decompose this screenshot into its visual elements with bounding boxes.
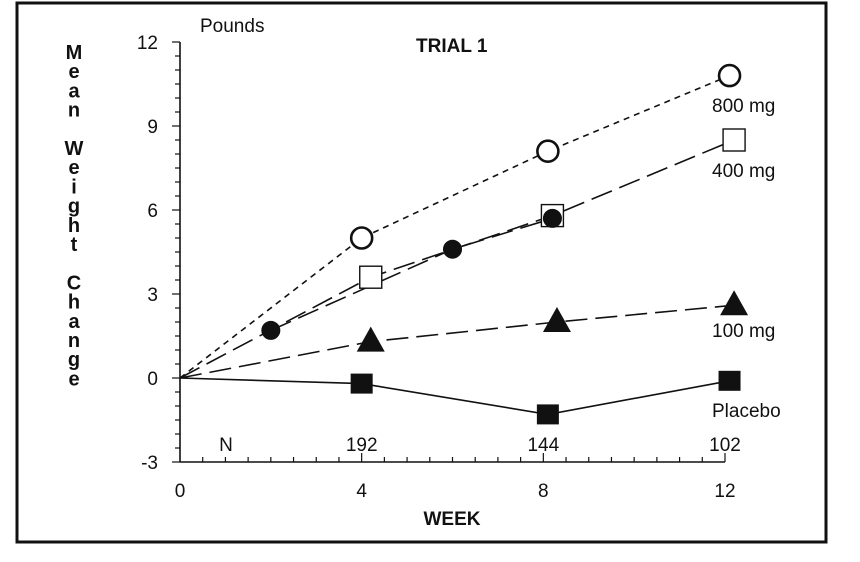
data-point-filled-circle bbox=[443, 239, 462, 259]
y-axis-label-char: e bbox=[68, 157, 79, 179]
x-axis-label: WEEK bbox=[424, 509, 481, 530]
data-point-filled-square bbox=[536, 404, 559, 425]
x-tick-label: 8 bbox=[538, 481, 549, 502]
data-point-open-circle bbox=[717, 63, 742, 88]
n-value: 144 bbox=[527, 435, 559, 456]
series-line-800-mg bbox=[179, 74, 730, 379]
data-point-filled-triangle bbox=[720, 290, 749, 316]
y-axis-label-char: M bbox=[66, 42, 83, 64]
y-tick-label: 6 bbox=[147, 201, 158, 222]
y-axis-label-char: e bbox=[68, 61, 79, 83]
series-label: 800 mg bbox=[712, 96, 775, 117]
data-point-open-circle bbox=[536, 139, 560, 163]
y-axis-label-char: g bbox=[68, 196, 80, 218]
y-tick-label: -3 bbox=[141, 453, 158, 474]
axes-layer: -3 0 3 6 9 12 0 4 8 12 bbox=[137, 33, 736, 502]
y-axis-label-char: g bbox=[68, 349, 80, 371]
y-axis-label-char: e bbox=[68, 368, 79, 390]
y-axis-label-char: a bbox=[68, 311, 80, 333]
y-axis-label-char: n bbox=[68, 100, 80, 122]
data-point-filled-circle bbox=[542, 208, 562, 228]
y-tick-label: 9 bbox=[147, 117, 158, 138]
data-point-filled-triangle bbox=[356, 326, 385, 352]
y-axis-label-char: h bbox=[68, 215, 80, 237]
series-line-100-mg bbox=[179, 304, 735, 379]
data-point-filled-triangle bbox=[542, 307, 571, 332]
chart-frame bbox=[15, 1, 828, 544]
y-axis-label-char: h bbox=[68, 292, 80, 314]
y-tick-label: 12 bbox=[137, 33, 158, 54]
y-axis-label-char: n bbox=[68, 330, 80, 352]
n-row-label: N bbox=[219, 435, 233, 456]
series-label: 400 mg bbox=[712, 161, 775, 182]
series-label: Placebo bbox=[712, 401, 781, 422]
data-point-open-square bbox=[359, 265, 383, 289]
y-tick-label: 3 bbox=[147, 285, 158, 306]
y-axis-label-char: t bbox=[71, 234, 78, 256]
y-tick-label: 0 bbox=[147, 369, 158, 390]
x-tick-label: 12 bbox=[714, 481, 735, 502]
data-point-open-square bbox=[722, 128, 746, 152]
y-axis-label-char: W bbox=[65, 138, 84, 160]
chart-title: TRIAL 1 bbox=[416, 36, 488, 57]
data-point-filled-square bbox=[718, 370, 741, 391]
data-point-filled-square bbox=[350, 373, 373, 394]
series-line-400-mg bbox=[179, 139, 735, 379]
n-value: 192 bbox=[346, 435, 378, 456]
text-layer: Pounds TRIAL 1 WEEK N 192 144 102MeanWeigh… bbox=[65, 16, 781, 530]
series-line-unlabeled-2 bbox=[270, 217, 553, 332]
series-label: 100 mg bbox=[712, 321, 775, 342]
series-line-placebo bbox=[179, 377, 730, 416]
units-label: Pounds bbox=[200, 16, 264, 37]
data-point-filled-circle bbox=[261, 320, 281, 340]
x-tick-label: 4 bbox=[356, 481, 367, 502]
y-axis-label-char: a bbox=[68, 80, 80, 102]
y-axis-label-char: C bbox=[67, 272, 81, 294]
data-point-open-circle bbox=[349, 226, 374, 250]
n-value: 102 bbox=[709, 435, 741, 456]
markers-layer bbox=[261, 63, 749, 425]
x-tick-label: 0 bbox=[175, 481, 186, 502]
y-axis-label-char: i bbox=[71, 176, 77, 198]
